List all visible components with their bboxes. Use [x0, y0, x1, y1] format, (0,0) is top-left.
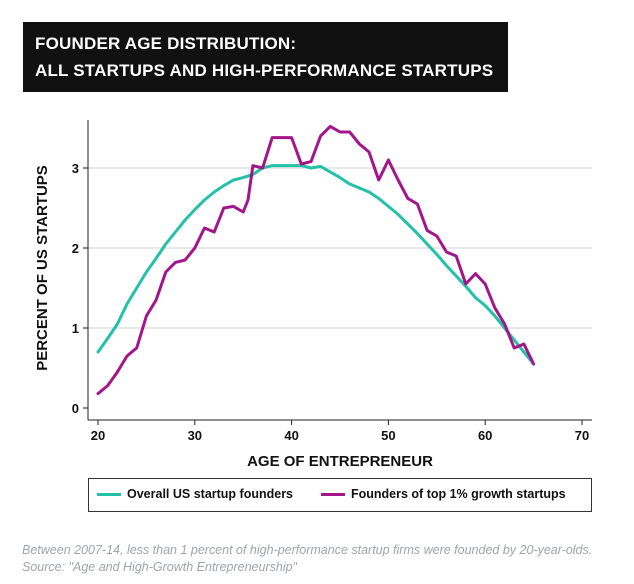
- series-line-overall: [96, 164, 536, 366]
- chart-title-line-2: ALL STARTUPS AND HIGH-PERFORMANCE STARTU…: [35, 61, 494, 80]
- chart-caption: Between 2007-14, less than 1 percent of …: [22, 543, 593, 574]
- line-chart: 0 1 2 3 20 30 40 50 60 70 AGE OF ENTREPRENEUR PERCE…: [34, 120, 592, 470]
- x-tick-label-60: 60: [478, 428, 492, 443]
- x-tick-label-40: 40: [284, 428, 298, 443]
- y-tick-label-2: 2: [72, 241, 79, 256]
- chart-title-line-1: FOUNDER AGE DISTRIBUTION:: [35, 34, 297, 53]
- legend-label-overall: Overall US startup founders: [127, 487, 294, 501]
- title-banner: FOUNDER AGE DISTRIBUTION: ALL STARTUPS A…: [23, 22, 508, 92]
- legend-label-top1: Founders of top 1% growth startups: [351, 487, 566, 501]
- series-line-top1: [96, 124, 536, 396]
- legend-item-overall: Overall US startup founders: [97, 487, 293, 501]
- x-tick-label-20: 20: [91, 428, 105, 443]
- legend-swatch-top1: [321, 492, 345, 496]
- y-tick-label-1: 1: [72, 321, 79, 336]
- x-tick-label-70: 70: [575, 428, 589, 443]
- legend-item-top1: Founders of top 1% growth startups: [321, 487, 566, 501]
- legend-swatch-overall: [97, 492, 121, 496]
- x-tick-label-50: 50: [381, 428, 395, 443]
- x-axis-label: AGE OF ENTREPRENEUR: [247, 453, 433, 470]
- chart-legend: Overall US startup founders Founders of …: [88, 478, 592, 512]
- x-tick-label-30: 30: [188, 428, 202, 443]
- y-axis-label: PERCENT OF US STARTUPS: [34, 165, 51, 371]
- y-tick-label-0: 0: [72, 401, 79, 416]
- y-tick-label-3: 3: [72, 161, 79, 176]
